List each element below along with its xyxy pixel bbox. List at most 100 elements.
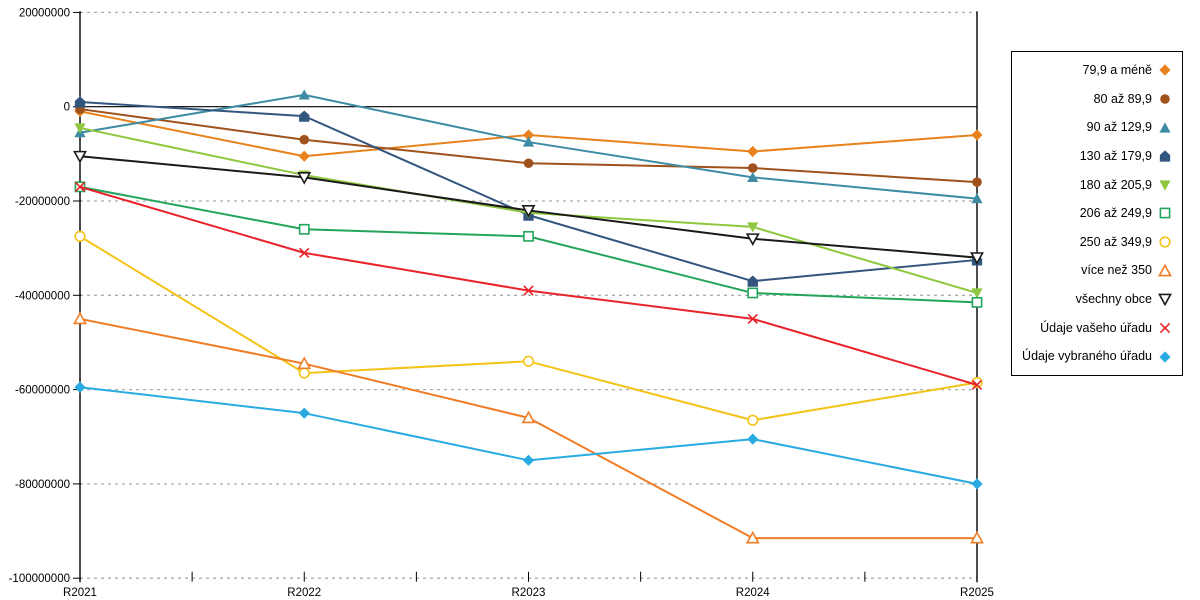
legend-marker-icon (1158, 293, 1172, 307)
legend-marker-icon (1159, 350, 1171, 363)
diamond-marker-icon (522, 454, 535, 466)
legend-marker-icon (1159, 208, 1171, 219)
legend-label: 206 až 249,9 (1079, 206, 1152, 221)
legend-marker-icon (1160, 94, 1170, 104)
circle-marker-icon (74, 230, 86, 242)
triangle-down-marker-icon (747, 222, 759, 233)
diamond-marker-icon (1159, 64, 1171, 76)
y-axis-label: -80000000 (15, 479, 70, 491)
legend-label: 250 až 349,9 (1079, 234, 1152, 249)
triangle-up-marker-icon (522, 136, 535, 147)
series-markers (73, 150, 984, 265)
triangle-down-marker-icon (297, 172, 312, 185)
legend-item: 180 až 205,9 (1012, 178, 1182, 192)
square-marker-icon (971, 296, 983, 308)
x-axis-label: R2021 (63, 587, 97, 599)
x-marker-icon (523, 285, 534, 296)
pentagon-marker-icon (74, 96, 86, 108)
legend-item: více než 350 (1012, 263, 1182, 278)
x-marker-icon (971, 379, 983, 391)
triangle-down-marker-icon (1158, 293, 1172, 307)
circle-marker-icon (747, 414, 759, 426)
triangle-down-marker-icon (1159, 180, 1171, 191)
circle-marker-icon (1159, 236, 1171, 248)
circle-marker-icon (522, 355, 535, 367)
square-marker-icon (523, 230, 534, 242)
circle-marker-icon (972, 177, 982, 187)
series-markers (74, 89, 983, 204)
legend-item: 130 až 179,9 (1012, 149, 1182, 163)
diamond-marker-icon (747, 145, 759, 158)
circle-marker-icon (299, 134, 310, 145)
triangle-up-marker-icon (73, 311, 87, 325)
legend-label: Údaje vybraného úřadu (1022, 349, 1152, 364)
y-axis-label: 0 (64, 102, 70, 114)
triangle-up-marker-icon (747, 171, 759, 183)
diamond-marker-icon (74, 381, 86, 393)
circle-marker-icon (747, 163, 758, 173)
legend-marker-icon (1159, 121, 1171, 133)
triangle-down-marker-icon (971, 288, 983, 299)
series-markers (74, 105, 983, 162)
x-axis-label: R2023 (512, 587, 546, 599)
legend-marker-icon (1159, 180, 1171, 191)
x-marker-icon (299, 247, 310, 259)
triangle-up-marker-icon (521, 410, 536, 424)
triangle-down-marker-icon (745, 233, 760, 246)
legend-label: více než 350 (1081, 263, 1152, 278)
x-marker-icon (747, 313, 758, 325)
pentagon-marker-icon (299, 110, 310, 122)
x-marker-icon (1159, 322, 1171, 334)
triangle-up-marker-icon (971, 193, 983, 204)
triangle-down-marker-icon (970, 252, 984, 265)
series-line (79, 235, 978, 422)
legend-item: Údaje vybraného úřadu (1012, 350, 1182, 364)
series-markers (74, 181, 983, 391)
series-markers (74, 230, 983, 426)
legend-marker-icon (1159, 150, 1171, 162)
circle-marker-icon (1160, 94, 1170, 104)
triangle-down-marker-icon (74, 123, 86, 134)
legend: 79,9 a méně 80 až 89,9 90 až 129,9 130 až 1… (1011, 51, 1183, 376)
square-marker-icon (298, 223, 310, 235)
triangle-up-marker-icon (297, 356, 312, 370)
legend-item: 250 až 349,9 (1012, 235, 1182, 249)
circle-marker-icon (298, 367, 310, 379)
series-line (79, 386, 978, 485)
legend-marker-icon (1159, 64, 1171, 76)
legend-label: 130 až 179,9 (1079, 148, 1152, 163)
circle-marker-icon (523, 158, 534, 169)
diamond-marker-icon (298, 407, 310, 419)
legend-item: 90 až 129,9 (1012, 121, 1182, 135)
series-markers (74, 381, 983, 490)
y-axis-label: -60000000 (15, 385, 70, 397)
series-line (79, 317, 978, 540)
diamond-marker-icon (522, 129, 535, 141)
y-axis-label: -40000000 (15, 290, 70, 302)
series-markers (74, 96, 983, 287)
pentagon-marker-icon (1159, 150, 1171, 162)
legend-item: všechny obce (1012, 292, 1182, 307)
legend-item: 79,9 a méně (1012, 63, 1182, 77)
legend-label: Údaje vašeho úřadu (1040, 320, 1152, 335)
series-markers (73, 311, 984, 544)
diamond-marker-icon (971, 478, 983, 490)
legend-marker-icon (1159, 322, 1171, 334)
triangle-up-marker-icon (1159, 121, 1171, 133)
legend-marker-icon (1158, 263, 1172, 277)
diamond-marker-icon (298, 150, 310, 162)
series-markers (75, 104, 982, 187)
x-axis-label: R2025 (960, 587, 994, 599)
triangle-down-marker-icon (521, 205, 536, 218)
series-line (79, 185, 978, 304)
x-marker-icon (74, 181, 86, 193)
triangle-up-marker-icon (298, 89, 310, 100)
diamond-marker-icon (1159, 350, 1171, 363)
triangle-down-marker-icon (73, 150, 87, 164)
diamond-marker-icon (971, 129, 983, 141)
legend-item: Údaje vašeho úřadu (1012, 321, 1182, 335)
legend-marker-icon (1159, 236, 1171, 248)
legend-label: 79,9 a méně (1082, 63, 1153, 78)
y-axis-label: -100000000 (9, 573, 70, 585)
